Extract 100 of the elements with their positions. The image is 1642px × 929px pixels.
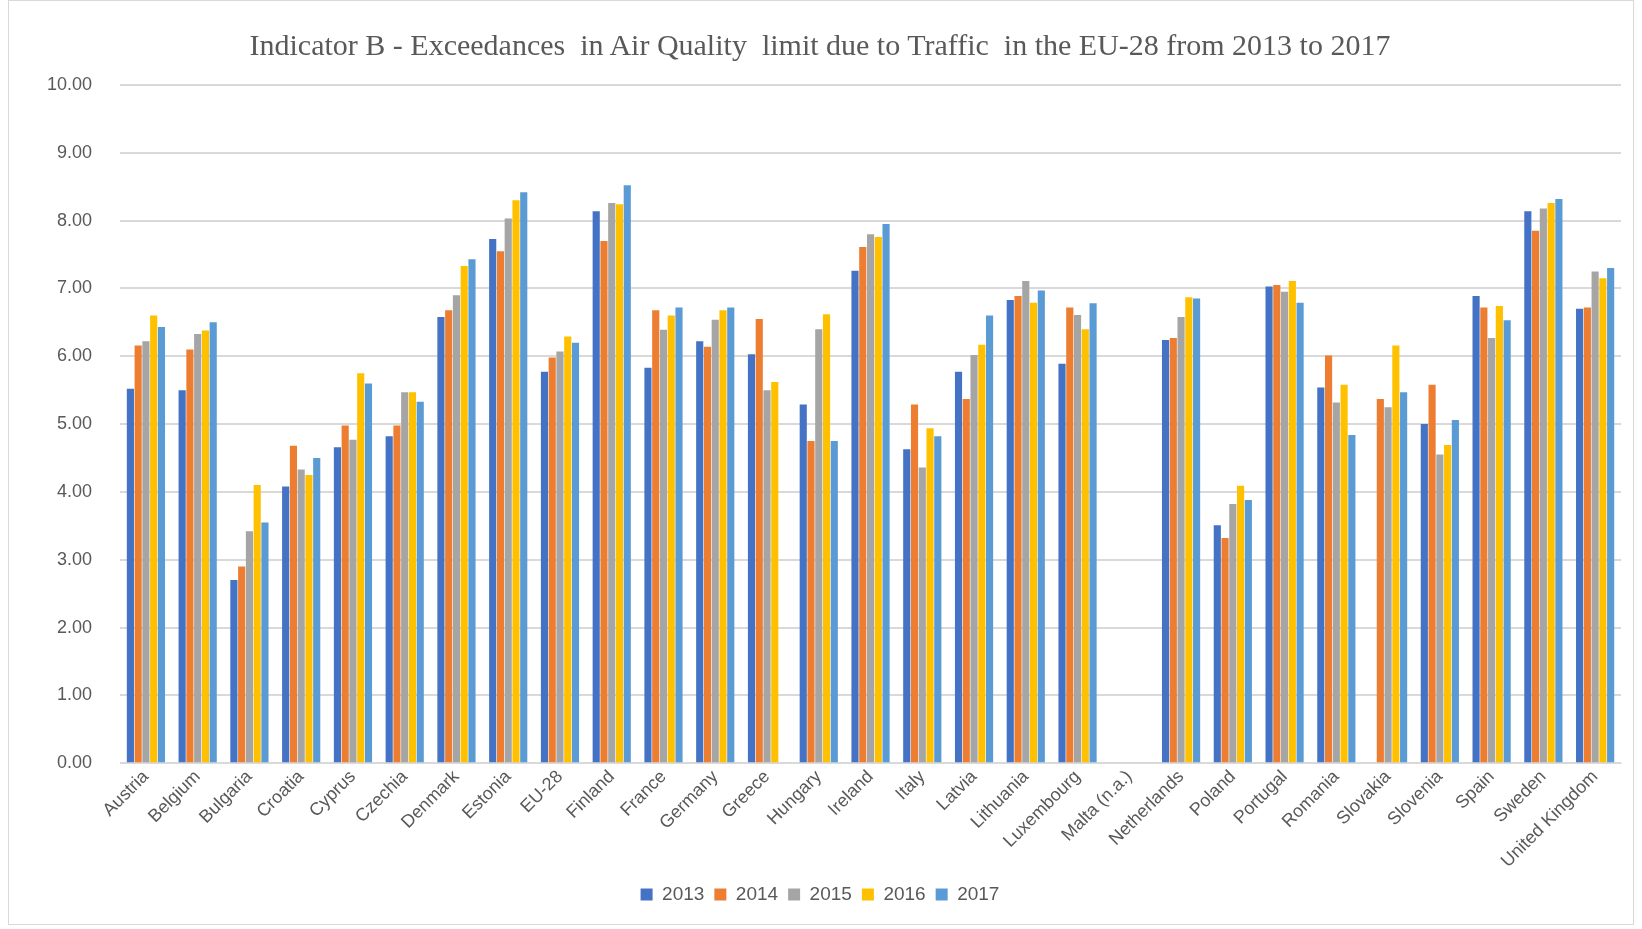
bar: [851, 270, 859, 763]
bar: [142, 341, 150, 763]
bar: [1524, 211, 1532, 763]
bar: [903, 449, 911, 763]
bar: [512, 200, 520, 763]
bar: [460, 266, 468, 763]
bar: [297, 469, 305, 763]
bar: [1037, 290, 1045, 763]
bar: [178, 390, 186, 763]
bar: [1340, 384, 1348, 763]
bar: [489, 238, 497, 763]
legend-label: 2017: [957, 882, 1000, 904]
bar: [1244, 500, 1252, 763]
bar: [874, 236, 882, 763]
bar: [1066, 307, 1074, 763]
bar: [1029, 302, 1038, 763]
bar: [592, 211, 600, 763]
bar: [1420, 424, 1428, 763]
bar: [1400, 392, 1408, 763]
bar: [150, 315, 158, 763]
bar: [1193, 298, 1201, 763]
y-tick-label: 0.00: [57, 752, 93, 773]
bar: [468, 259, 476, 763]
bar: [711, 319, 719, 763]
bar: [385, 436, 393, 763]
legend-label: 2015: [809, 882, 852, 904]
bar: [934, 436, 942, 763]
bar: [230, 580, 238, 763]
bar: [918, 467, 926, 763]
legend-label: 2013: [662, 882, 705, 904]
bar: [822, 314, 831, 763]
y-tick-label: 5.00: [57, 413, 93, 434]
bar: [667, 315, 675, 763]
bar: [1273, 285, 1281, 763]
bar: [1221, 538, 1229, 763]
bar: [703, 346, 712, 763]
bar: [771, 382, 779, 763]
bar: [313, 457, 321, 763]
bar: [157, 327, 166, 763]
bar: [1576, 308, 1584, 763]
y-tick-label: 2.00: [57, 616, 93, 637]
bar: [1237, 485, 1245, 763]
bar: [1532, 230, 1540, 763]
bar: [1332, 402, 1340, 763]
bar: [1081, 329, 1089, 763]
bar: [978, 344, 986, 763]
bar: [696, 341, 704, 763]
bar: [727, 307, 735, 763]
y-tick-label: 6.00: [57, 345, 93, 366]
bar: [1169, 337, 1177, 763]
bar: [859, 247, 867, 763]
bar: [1296, 302, 1304, 763]
bar: [134, 345, 142, 763]
bar: [1288, 280, 1296, 763]
y-tick-label: 7.00: [57, 277, 93, 298]
bar: [962, 398, 970, 763]
bar: [364, 383, 373, 763]
chart-title: Indicator B - Exceedances in Air Quality limit due to Traffic in the EU-28 from 2013 to 2017: [249, 27, 1391, 61]
bar: [520, 192, 528, 763]
bar: [349, 439, 357, 763]
y-tick-label: 1.00: [57, 684, 93, 705]
bar: [1384, 407, 1392, 763]
bar: [652, 310, 660, 763]
bar: [1503, 320, 1511, 763]
bar: [186, 349, 194, 763]
bar: [799, 404, 807, 763]
bar: [1229, 504, 1237, 763]
bar: [1607, 268, 1615, 763]
bar: [341, 425, 349, 763]
bar: [1058, 363, 1066, 763]
bar: [910, 404, 919, 763]
bar: [1006, 299, 1014, 763]
bar: [1185, 297, 1193, 763]
bar: [1265, 286, 1273, 763]
bar: [1599, 278, 1607, 763]
bar: [1281, 291, 1289, 763]
bar: [289, 445, 297, 763]
bar: [600, 240, 608, 763]
bar: [1480, 307, 1488, 763]
bar: [126, 388, 134, 763]
bar: [564, 336, 572, 763]
y-tick-label: 4.00: [57, 480, 93, 501]
y-tick-label: 8.00: [57, 209, 93, 230]
bar: [623, 185, 631, 763]
bar: [830, 441, 838, 763]
bar: [1317, 387, 1325, 763]
bar: [540, 371, 549, 763]
bar: [985, 315, 994, 763]
bar: [763, 390, 771, 763]
bar: [1161, 339, 1170, 763]
bar: [201, 330, 210, 763]
bar: [1089, 303, 1097, 763]
bar: [755, 318, 763, 763]
bar: [401, 392, 409, 763]
bar: [866, 234, 875, 763]
bar: [615, 204, 624, 763]
bar: [1392, 345, 1400, 763]
y-tick-label: 3.00: [57, 548, 93, 569]
bar: [238, 566, 246, 763]
bar: [1539, 208, 1547, 763]
